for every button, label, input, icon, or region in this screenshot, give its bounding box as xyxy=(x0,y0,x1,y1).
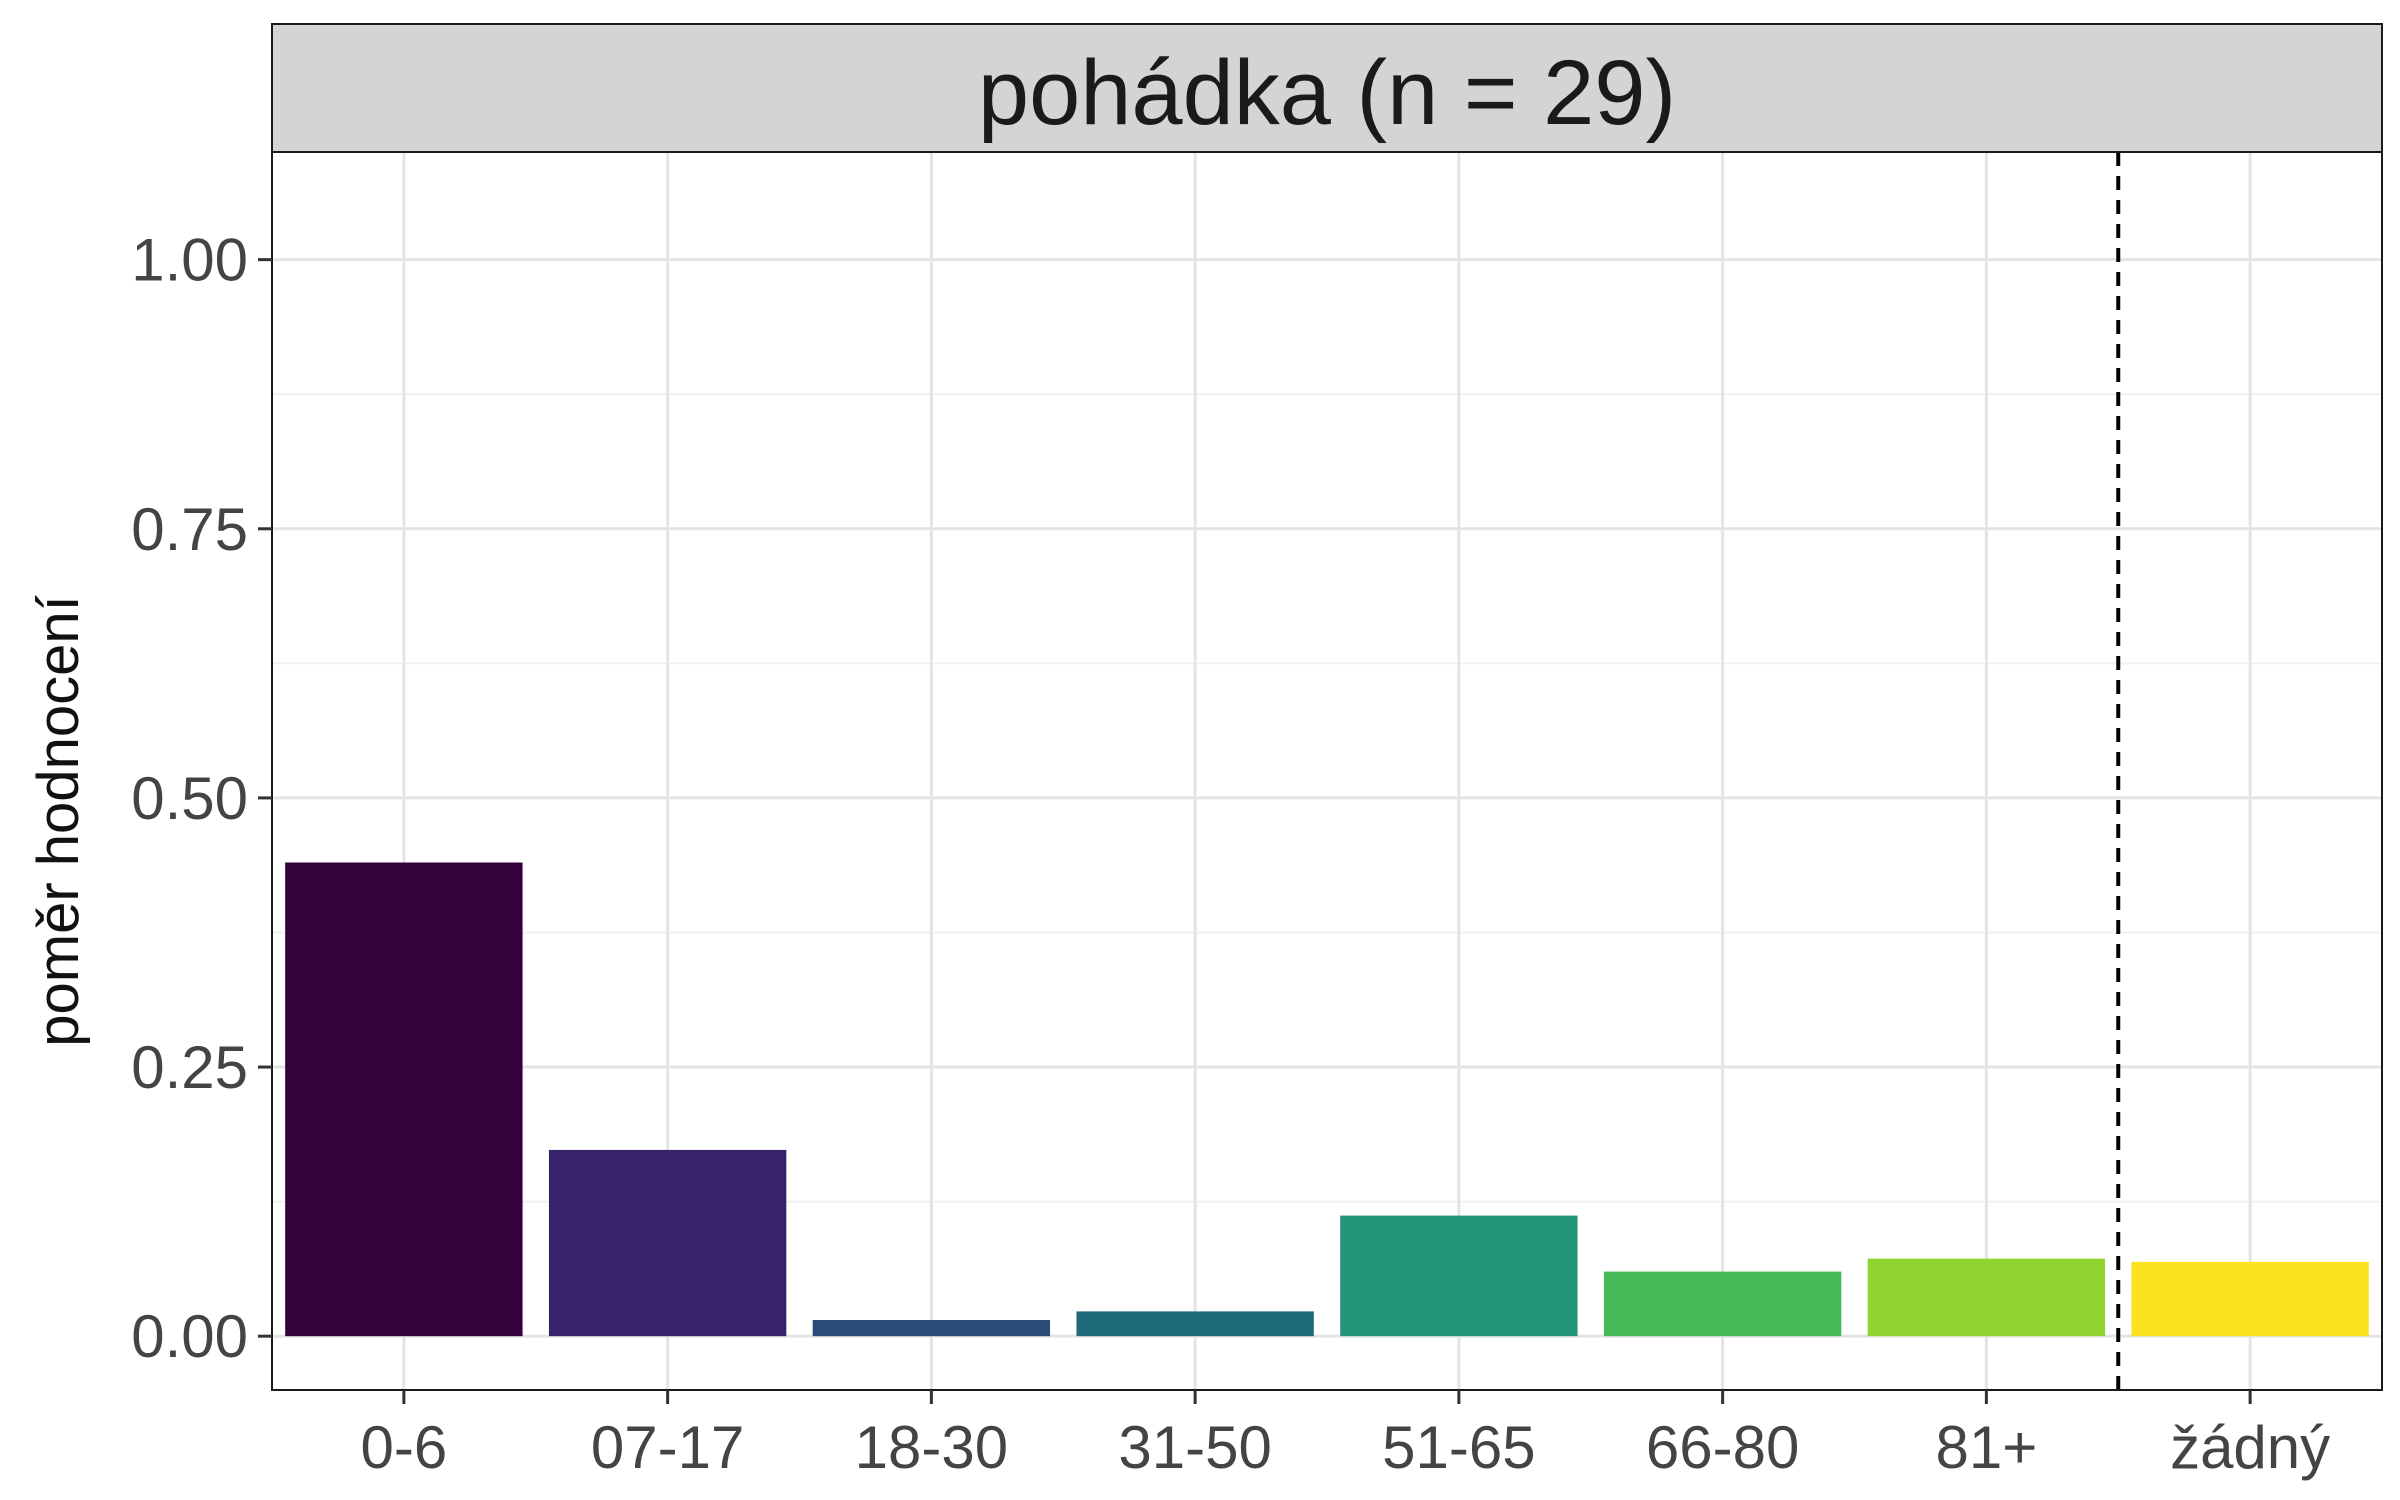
bar-0-6 xyxy=(285,862,523,1337)
x-tick-label: 66-80 xyxy=(1646,1414,1799,1481)
y-axis: 0.00 0.25 0.50 0.75 1.00 xyxy=(131,227,272,1370)
bar-51-65 xyxy=(1340,1215,1578,1337)
y-tick-label: 0.25 xyxy=(131,1034,248,1101)
y-axis-title: poměr hodnocení xyxy=(26,595,91,1046)
x-tick-label: 31-50 xyxy=(1118,1414,1271,1481)
bars xyxy=(285,862,2369,1337)
y-tick-label: 0.75 xyxy=(131,496,248,563)
x-tick-label: 0-6 xyxy=(361,1414,448,1481)
bar-07-17 xyxy=(548,1149,787,1337)
bar-66-80 xyxy=(1603,1271,1842,1337)
x-tick-label: 07-17 xyxy=(591,1414,744,1481)
gridlines xyxy=(272,152,2382,1390)
facet-title: pohádka (n = 29) xyxy=(978,42,1676,144)
x-tick-label: žádný xyxy=(2170,1414,2330,1481)
x-tick-label: 18-30 xyxy=(855,1414,1008,1481)
facet-strip xyxy=(271,23,2383,153)
y-tick-label: 1.00 xyxy=(131,227,248,294)
y-tick-label: 0.00 xyxy=(131,1303,248,1370)
plot-panel-border xyxy=(271,151,2383,1391)
bar-81+ xyxy=(1867,1258,2106,1337)
bar-31-50 xyxy=(1076,1311,1314,1337)
x-axis: 0-6 07-17 18-30 31-50 51-65 66-80 81+ žádný xyxy=(361,1390,2330,1481)
x-tick-label: 51-65 xyxy=(1382,1414,1535,1481)
x-tick-label: 81+ xyxy=(1935,1414,2037,1481)
bar-žádný xyxy=(2131,1261,2369,1337)
bar-18-30 xyxy=(812,1320,1051,1337)
y-tick-label: 0.50 xyxy=(131,765,248,832)
